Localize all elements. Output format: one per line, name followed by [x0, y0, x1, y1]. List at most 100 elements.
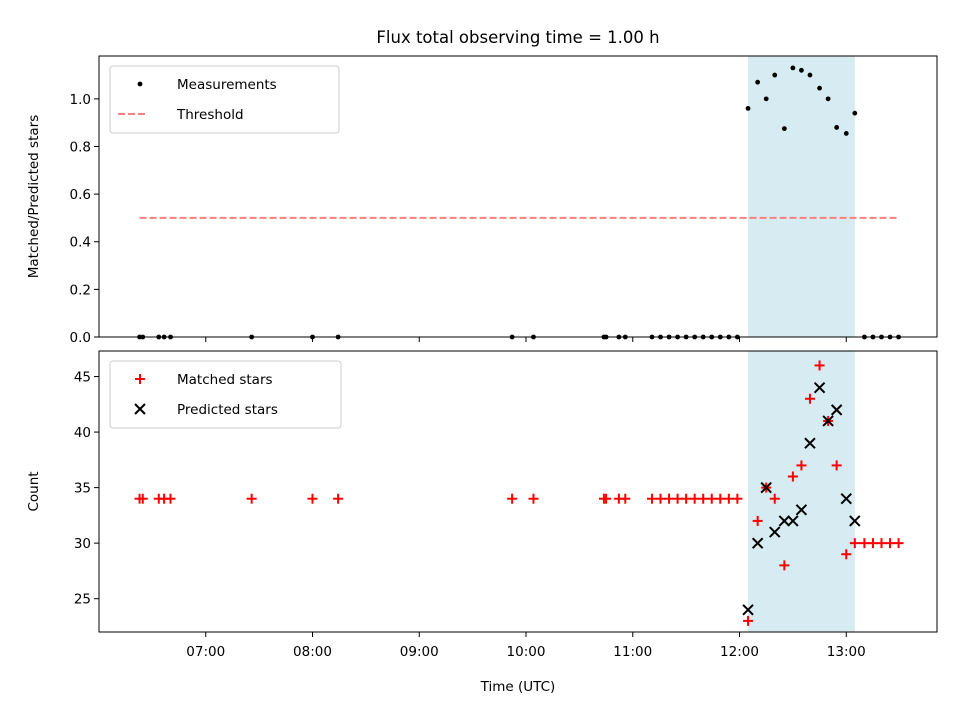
predicted-stars-point [822, 415, 834, 427]
predicted-stars-point [769, 526, 781, 538]
chart-title: Flux total observing time = 1.00 h [376, 28, 659, 47]
x-tick-label: 13:00 [827, 644, 866, 660]
matched-stars-point [655, 493, 666, 504]
y-tick-label: 40 [74, 425, 91, 441]
matched-stars-point [885, 538, 896, 549]
matched-stars-point [681, 493, 692, 504]
matched-stars-point [893, 538, 904, 549]
predicted-stars-point [840, 493, 852, 505]
y-tick-label: 0.0 [70, 330, 91, 346]
matched-stars-point [528, 493, 539, 504]
y-tick-label: 35 [74, 481, 91, 497]
matched-stars-point [715, 493, 726, 504]
matched-stars-point [246, 493, 257, 504]
measurements-point [772, 72, 778, 78]
bottom-panel-ticks: 25 30 35 40 45 07:00 08:00 09:00 10:00 11:00 12:00… [74, 370, 866, 660]
bottom-legend: Matched stars Predicted stars [109, 360, 342, 429]
predicted-stars-point [795, 504, 808, 516]
bottom-panel: 25 30 35 40 45 07:00 08:00 09:00 10:00 11:00 12:00… [26, 350, 938, 660]
predicted-stars-point [804, 437, 816, 449]
top-legend: Measurements Threshold [109, 65, 340, 134]
measurements-point [755, 79, 761, 85]
bottom-y-axis-label: Count [26, 471, 42, 511]
matched-stars-point [876, 538, 887, 549]
measurements-point [825, 96, 831, 102]
matched-stars-point [706, 493, 717, 504]
y-tick-label: 0.4 [70, 235, 91, 251]
top-panel: 0.0 0.2 0.4 0.6 0.8 1.0 Matched/Predicted sta… [26, 55, 938, 346]
matched-stars-point [601, 493, 612, 504]
matched-stars-point [752, 515, 763, 526]
matched-stars-point [646, 493, 657, 504]
measurements-point [781, 126, 787, 132]
matched-stars-point [165, 493, 176, 504]
predicted-stars-point [751, 537, 764, 549]
x-axis-label: Time (UTC) [480, 679, 556, 695]
highlight-span-rect [748, 56, 855, 337]
measurements-point [799, 67, 804, 73]
x-tick-label: 12:00 [720, 644, 759, 660]
matched-stars-point [723, 493, 734, 504]
matched-stars-point [804, 393, 815, 404]
legend-label-matched-stars: Matched stars [177, 372, 273, 388]
predicted-stars-point [760, 481, 772, 494]
measurements-point [817, 85, 822, 91]
top-panel-frame [98, 55, 938, 338]
matched-stars-point [620, 493, 631, 504]
measurements-point [790, 65, 796, 71]
measurements-point [745, 105, 751, 111]
matched-stars-point [867, 538, 878, 549]
matched-stars-point [841, 549, 852, 560]
matched-stars-point [698, 493, 709, 504]
measurements-point [763, 96, 769, 102]
legend-box [109, 65, 340, 134]
legend-swatch-measurements [137, 81, 143, 87]
predicted-stars-point [742, 604, 754, 616]
legend-label-measurements: Measurements [177, 77, 277, 93]
y-tick-label: 1.0 [70, 92, 91, 108]
matched-stars-point [732, 493, 743, 504]
legend-swatch-matched-stars [135, 374, 145, 384]
matched-stars-point [814, 360, 825, 371]
highlight-span-top [748, 56, 855, 337]
highlight-span-rect [748, 351, 855, 632]
matched-stars-point [333, 493, 344, 504]
top-y-axis-label: Matched/Predicted stars [26, 115, 42, 278]
y-tick-label: 0.8 [70, 139, 91, 155]
matched-stars-point [849, 538, 860, 549]
y-tick-label: 0.6 [70, 187, 91, 203]
legend-label-predicted-stars: Predicted stars [177, 402, 278, 418]
x-tick-label: 10:00 [507, 644, 546, 660]
highlight-span-bottom [748, 351, 855, 632]
predicted-stars-point [813, 381, 826, 394]
x-tick-label: 09:00 [400, 644, 439, 660]
matched-stars-point [769, 493, 780, 504]
matched-stars-point [859, 538, 870, 549]
y-tick-label: 0.2 [70, 282, 91, 298]
x-tick-label: 11:00 [613, 644, 652, 660]
measurements-point [807, 72, 813, 78]
matched-stars-point [672, 493, 683, 504]
matched-stars-point [137, 493, 148, 504]
legend-box [109, 360, 342, 429]
measurements-point [852, 110, 858, 116]
measurements-point [834, 125, 840, 130]
x-tick-label: 07:00 [186, 644, 225, 660]
bottom-panel-marks [134, 360, 904, 626]
predicted-stars-point [849, 515, 861, 527]
matched-stars-point [664, 493, 675, 504]
y-tick-label: 45 [74, 370, 91, 386]
predicted-stars-point [787, 515, 799, 527]
predicted-stars-point [830, 404, 843, 416]
top-panel-ticks: 0.0 0.2 0.4 0.6 0.8 1.0 [70, 92, 847, 346]
matched-stars-point [831, 460, 842, 471]
predicted-stars-point [778, 515, 791, 527]
matched-stars-point [779, 560, 790, 571]
legend-label-threshold: Threshold [176, 107, 244, 123]
bottom-panel-frame [98, 350, 938, 633]
matched-stars-point [787, 471, 798, 482]
legend-swatch-predicted-stars [134, 403, 146, 415]
matched-stars-point [507, 493, 518, 504]
matched-stars-point [796, 460, 807, 471]
